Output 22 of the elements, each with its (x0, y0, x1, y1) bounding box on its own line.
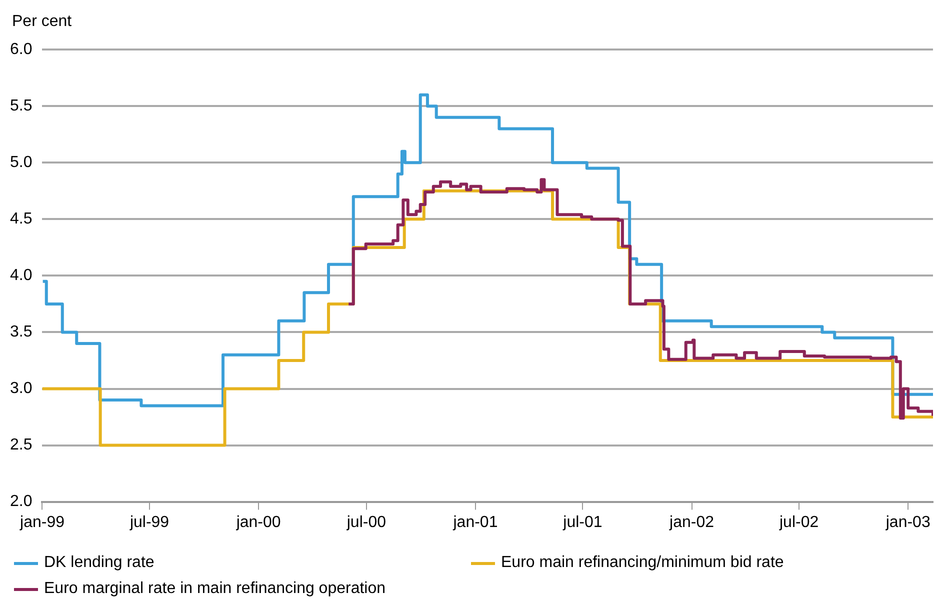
legend-label: Euro marginal rate in main refinancing operation (44, 580, 386, 598)
x-tick-label: jan-00 (235, 514, 281, 531)
y-tick-label: 6.0 (10, 41, 32, 58)
y-tick-label: 2.0 (10, 493, 32, 510)
x-tick-label: jan-02 (668, 514, 714, 531)
x-tick-label: jan-99 (19, 514, 65, 531)
y-axis-title: Per cent (12, 13, 72, 31)
x-tick-label: jan-01 (452, 514, 498, 531)
legend-label: Euro main refinancing/minimum bid rate (501, 554, 784, 572)
x-tick-label: jul-02 (778, 514, 819, 531)
y-tick-label: 5.5 (10, 98, 32, 115)
y-tick-label: 5.0 (10, 154, 32, 172)
y-tick-label: 3.5 (10, 324, 32, 341)
x-tick-label: jan-03 (884, 514, 930, 531)
x-tick-label: jul-00 (346, 514, 386, 531)
y-tick-label: 4.5 (10, 210, 32, 228)
x-tick-label: jul-99 (128, 514, 170, 531)
y-tick-label: 3.0 (10, 380, 32, 398)
legend-label: DK lending rate (44, 554, 154, 572)
x-tick-label: jul-01 (562, 514, 602, 531)
y-tick-label: 4.0 (10, 267, 32, 284)
y-tick-label: 2.5 (10, 436, 32, 454)
